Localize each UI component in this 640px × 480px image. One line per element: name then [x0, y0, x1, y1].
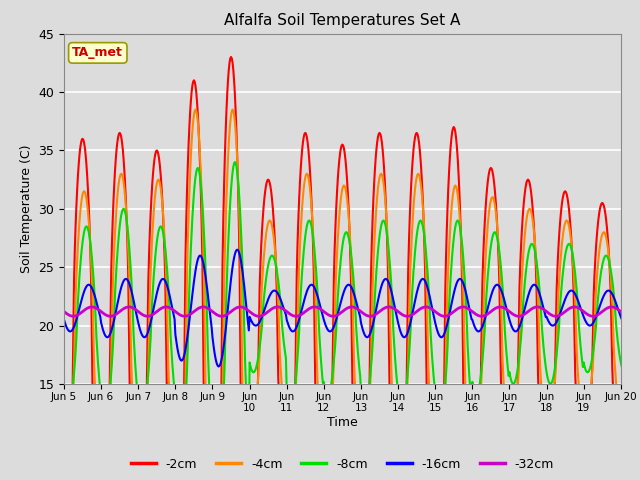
-8cm	[269, 254, 277, 260]
-2cm	[457, 227, 465, 232]
-4cm	[60, 465, 68, 471]
Line: -2cm: -2cm	[64, 57, 640, 480]
-32cm	[69, 313, 77, 319]
-8cm	[241, 323, 248, 328]
-16cm	[60, 317, 68, 323]
-4cm	[130, 416, 138, 422]
-4cm	[269, 233, 277, 239]
-32cm	[131, 306, 139, 312]
-8cm	[292, 374, 300, 380]
Legend: -2cm, -4cm, -8cm, -16cm, -32cm: -2cm, -4cm, -8cm, -16cm, -32cm	[125, 453, 559, 476]
-4cm	[292, 382, 300, 387]
-16cm	[234, 247, 241, 252]
-4cm	[191, 107, 199, 112]
-16cm	[215, 364, 223, 370]
-8cm	[424, 268, 431, 274]
Title: Alfalfa Soil Temperatures Set A: Alfalfa Soil Temperatures Set A	[224, 13, 461, 28]
-8cm	[130, 332, 138, 337]
-16cm	[292, 325, 300, 331]
Line: -8cm: -8cm	[64, 162, 640, 480]
-2cm	[269, 216, 277, 222]
-32cm	[241, 305, 248, 311]
-4cm	[241, 459, 248, 465]
-16cm	[457, 276, 465, 282]
-2cm	[424, 417, 431, 422]
-2cm	[227, 54, 235, 60]
Line: -32cm: -32cm	[64, 307, 640, 316]
-32cm	[269, 305, 277, 311]
-8cm	[231, 159, 239, 165]
Text: TA_met: TA_met	[72, 47, 124, 60]
Line: -4cm: -4cm	[64, 109, 640, 480]
X-axis label: Time: Time	[327, 416, 358, 429]
-8cm	[457, 229, 465, 235]
-32cm	[457, 304, 465, 310]
-16cm	[424, 285, 431, 290]
-16cm	[269, 288, 277, 294]
-32cm	[424, 304, 431, 310]
-16cm	[241, 283, 248, 288]
-4cm	[457, 230, 465, 236]
-8cm	[60, 395, 68, 400]
Line: -16cm: -16cm	[64, 250, 640, 367]
-32cm	[292, 313, 300, 319]
-32cm	[88, 304, 96, 310]
Y-axis label: Soil Temperature (C): Soil Temperature (C)	[20, 144, 33, 273]
-16cm	[130, 298, 138, 303]
-4cm	[424, 323, 431, 328]
-2cm	[292, 328, 300, 334]
-32cm	[60, 309, 68, 314]
